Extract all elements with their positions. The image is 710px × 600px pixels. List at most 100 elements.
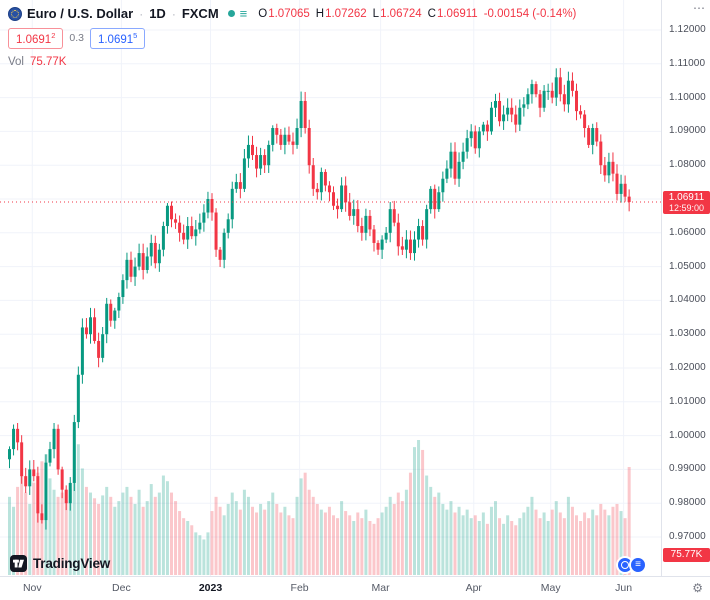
volume-bar <box>32 482 36 575</box>
exchange-label[interactable]: FXCM <box>181 6 219 21</box>
volume-bar <box>607 515 611 575</box>
tradingview-mark-icon <box>10 555 27 572</box>
candlestick-chart[interactable] <box>0 0 661 576</box>
price-scale-label: 1.04000 <box>669 294 706 306</box>
price-scale[interactable]: 1.120001.110001.100001.090001.080001.070… <box>661 0 710 576</box>
volume-bar <box>522 512 526 575</box>
candle <box>251 135 254 160</box>
time-axis-label: Nov <box>22 582 42 594</box>
candle <box>117 292 121 318</box>
volume-bar <box>627 467 631 575</box>
volume-bar <box>218 506 222 575</box>
volume-bar <box>206 532 210 575</box>
volume-bar <box>603 509 607 575</box>
candle <box>137 243 141 271</box>
volume-bar <box>93 498 97 575</box>
volume-bar <box>376 518 380 575</box>
candle <box>40 504 44 524</box>
candle <box>441 171 445 202</box>
low-value: 1.06724 <box>380 7 422 20</box>
floating-buttons: ≡ <box>616 556 647 574</box>
volume-bar <box>28 503 32 575</box>
open-label: O <box>258 7 268 20</box>
price-scale-label: 0.99000 <box>669 463 706 475</box>
time-axis-label: 2023 <box>198 582 223 594</box>
price-scale-label: 0.97000 <box>669 531 706 542</box>
volume-bar <box>287 515 291 575</box>
volume-bar <box>319 509 323 575</box>
candle <box>214 208 218 257</box>
candle <box>287 126 291 145</box>
candle <box>364 208 368 241</box>
candle <box>238 173 242 199</box>
buy-button[interactable]: 1.06915 <box>89 28 146 49</box>
candle <box>12 424 16 456</box>
candle <box>259 147 263 176</box>
eurusd-pair-icon <box>8 6 22 21</box>
candle <box>510 98 514 123</box>
volume-bar <box>64 501 68 575</box>
list-circle-button[interactable]: ≡ <box>629 556 647 574</box>
open-value: 1.07065 <box>268 7 310 20</box>
volume-bar <box>97 503 101 575</box>
candle <box>80 318 84 384</box>
volume-bar <box>372 523 376 575</box>
candle <box>20 435 24 484</box>
volume-bar <box>113 506 117 575</box>
volume-bar <box>591 509 595 575</box>
volume-bar <box>117 501 121 575</box>
volume-bar <box>275 503 279 575</box>
volume-bar <box>599 503 603 575</box>
time-axis[interactable]: Nov Dec 2023 Feb Mar Apr May Jun ⚙ <box>0 576 710 600</box>
chart-legend: Euro / U.S. Dollar · 1D · FXCM ≡ O 1.0706… <box>8 6 576 68</box>
volume-bar <box>344 511 348 575</box>
volume-bar <box>615 503 619 575</box>
volume-bar <box>360 518 364 575</box>
candle <box>530 79 534 104</box>
candle <box>133 257 137 286</box>
bar-countdown: 12:59:00 <box>668 203 705 213</box>
volume-bar <box>384 506 388 575</box>
time-axis-label: Mar <box>371 582 390 594</box>
volume-bar <box>562 518 566 575</box>
volume-bar <box>230 492 234 575</box>
price-scale-label: 1.03000 <box>669 328 706 340</box>
candle <box>210 193 214 221</box>
ask-price: 1.0691 <box>97 33 134 46</box>
symbol-row: Euro / U.S. Dollar · 1D · FXCM ≡ O 1.0706… <box>8 6 576 21</box>
axis-settings-icon[interactable]: ⚙ <box>692 581 703 595</box>
candle <box>141 243 145 280</box>
volume-bar <box>392 503 396 575</box>
volume-bar <box>469 518 473 575</box>
candle <box>368 210 372 237</box>
volume-bar <box>295 496 299 575</box>
tradingview-logo[interactable]: TradingView <box>10 555 110 572</box>
candle <box>198 213 202 234</box>
price-scale-label: 0.98000 <box>669 497 706 509</box>
change-value: -0.00154 (-0.14%) <box>483 7 577 20</box>
candle <box>417 218 421 248</box>
candle <box>445 160 449 184</box>
interval-label[interactable]: 1D <box>149 6 166 21</box>
candle <box>465 129 469 159</box>
volume-bar <box>575 515 578 575</box>
candle <box>623 175 627 202</box>
candle <box>89 307 92 344</box>
volume-bar <box>595 515 599 575</box>
volume-bar <box>587 518 591 575</box>
sell-button[interactable]: 1.06912 <box>8 28 64 49</box>
candle <box>461 142 465 170</box>
candle <box>279 128 283 150</box>
candle <box>190 216 194 240</box>
ideas-list-icon[interactable]: ≡ <box>239 6 248 21</box>
volume-bar <box>408 472 412 575</box>
more-options-icon[interactable]: ⋯ <box>693 1 705 15</box>
candle <box>498 92 502 127</box>
candle <box>514 105 518 133</box>
volume-bar <box>84 486 88 575</box>
volume-bar <box>566 496 570 575</box>
symbol-title[interactable]: Euro / U.S. Dollar <box>27 6 134 21</box>
candle <box>93 308 97 344</box>
candle <box>84 318 88 339</box>
candle <box>48 441 52 467</box>
